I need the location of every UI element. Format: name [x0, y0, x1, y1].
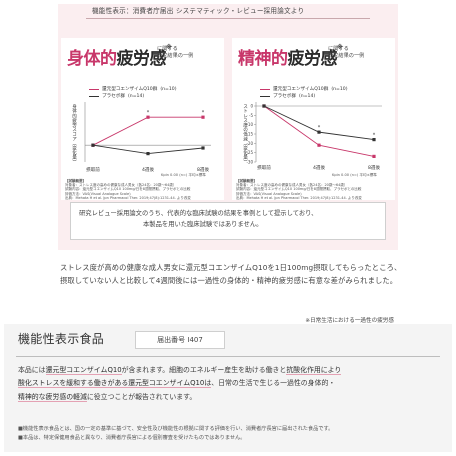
physical-fatigue-chart: 身体的疲労スコア（変化量） 摂取前 4週後 8週後 * *	[72, 102, 211, 173]
y-tick-label: -25	[246, 150, 253, 155]
y-tick-label: -10	[246, 122, 253, 127]
data-point-active	[201, 115, 205, 119]
x-tick-label: 8週後	[197, 166, 210, 173]
mental-legend: 還元型コエンザイムQ10群 (n=10) プラセボ群 (n=14)	[260, 86, 348, 100]
physical-legend: 還元型コエンザイムQ10群 (n=10) プラセボ群 (n=14)	[89, 86, 177, 100]
physical-test-summary: 【試験概要】 対象者：ストレス度の高めの健康な成人男女（各24名：20歳～64歳…	[65, 179, 191, 200]
mental-fatigue-chart: ストレス度の低減（変化量） 0 -5 -10 -15 -20 -25 -30 摂取前 4週後 8週後…	[243, 102, 382, 171]
legend-active: 還元型コエンザイムQ10群	[273, 87, 329, 92]
data-point-active	[317, 143, 321, 147]
functional-divider	[16, 356, 440, 357]
functional-notes: ■機能性表示食品とは、国の一定の基準に基づて、安全性及び機能性の根拠に関する評価…	[18, 425, 446, 443]
physical-fatigue-title: 身体的疲労感※	[67, 44, 172, 69]
significance-mark: *	[373, 133, 376, 139]
data-point-active	[372, 154, 376, 158]
physical-source: Kpin 0.00 (n=) 平均±標準	[161, 173, 206, 177]
functional-food-title: 機能性表示食品	[18, 332, 105, 346]
functional-claim-text: 本品には還元型コエンザイムQ10が含まれます。細胞のエネルギー産生を助ける働きと…	[18, 366, 342, 402]
significance-mark: *	[318, 125, 321, 131]
y-axis-label: 身体的疲労スコア（変化量）	[72, 103, 77, 164]
physical-fatigue-card: 身体的疲労感※ に関する 研究結果の一例 還元型コエンザイムQ10群 (n=10)…	[61, 38, 224, 200]
notification-number-badge: 届出番号 I407	[135, 331, 225, 349]
data-point-placebo	[372, 138, 376, 142]
mental-fatigue-card: 精神的疲労感※ に関する 研究結果の一例 還元型コエンザイムQ10群 (n=10)…	[232, 38, 395, 200]
y-tick-label: -15	[246, 132, 253, 137]
data-point-placebo	[317, 130, 321, 134]
series-line-active	[92, 116, 203, 146]
x-tick-label: 4週後	[142, 166, 155, 173]
physical-title-note: に関する 研究結果の一例	[157, 46, 194, 59]
x-tick-label: 8週後	[368, 164, 381, 171]
legend-active: 還元型コエンザイムQ10群	[102, 87, 158, 92]
header-divider	[86, 18, 370, 19]
study-summary-paragraph: ストレス度が高めの健康な成人男女に還元型コエンザイムQ10を1日100mg摂取し…	[60, 263, 402, 285]
disclaimer-box: 研究レビュー採用論文のうち、代表的な臨床試験の結果を事例として提示しており、 本…	[70, 202, 386, 240]
mental-fatigue-title: 精神的疲労感※	[238, 44, 343, 69]
data-point-active	[146, 115, 150, 119]
data-point-placebo	[201, 146, 205, 150]
data-point-placebo	[91, 143, 95, 147]
legend-placebo: プラセボ群	[102, 94, 125, 99]
data-point-placebo	[262, 104, 266, 108]
note-item: ■機能性表示食品とは、国の一定の基準に基づて、安全性及び機能性の根拠に関する評価…	[18, 426, 334, 432]
legend-placebo: プラセボ群	[273, 94, 296, 99]
note-item: ■本品は、特定保健用食品と異なり、消費者庁長官による個別審査を受けたものではあり…	[18, 435, 246, 441]
fatigue-footnote: ※日常生活における一過性の疲労感	[305, 318, 394, 324]
y-axis-label: ストレス度の低減（変化量）	[243, 104, 248, 164]
x-tick-label: 摂取前	[86, 166, 100, 173]
mental-test-summary: 【試験概要】 対象者：ストレス度の高めの健康な成人男女（各24名：20歳～64歳…	[236, 179, 362, 200]
significance-mark: *	[147, 110, 150, 116]
data-point-placebo	[146, 152, 150, 156]
series-line-placebo	[263, 105, 375, 141]
study-header: 機能性表示：消費者庁届出 システマティック・レビュー採用論文より	[92, 7, 305, 15]
x-tick-label: 摂取前	[257, 164, 271, 171]
mental-source: Kpin 0.00 (n=) 平均±標準	[332, 173, 377, 177]
x-tick-label: 4週後	[313, 164, 326, 171]
y-tick-label: -30	[246, 160, 253, 165]
y-tick-label: -20	[246, 141, 253, 146]
y-tick-label: -5	[249, 113, 253, 118]
mental-title-note: に関する 研究結果の一例	[328, 46, 365, 59]
y-tick-label: 0	[250, 104, 253, 109]
disclaimer-text: 研究レビュー採用論文のうち、代表的な臨床試験の結果を事例として提示しており、 本…	[79, 210, 318, 228]
significance-mark: *	[202, 110, 205, 116]
functional-food-section: 機能性表示食品 届出番号 I407 本品には還元型コエンザイムQ10が含まれます…	[4, 324, 452, 452]
